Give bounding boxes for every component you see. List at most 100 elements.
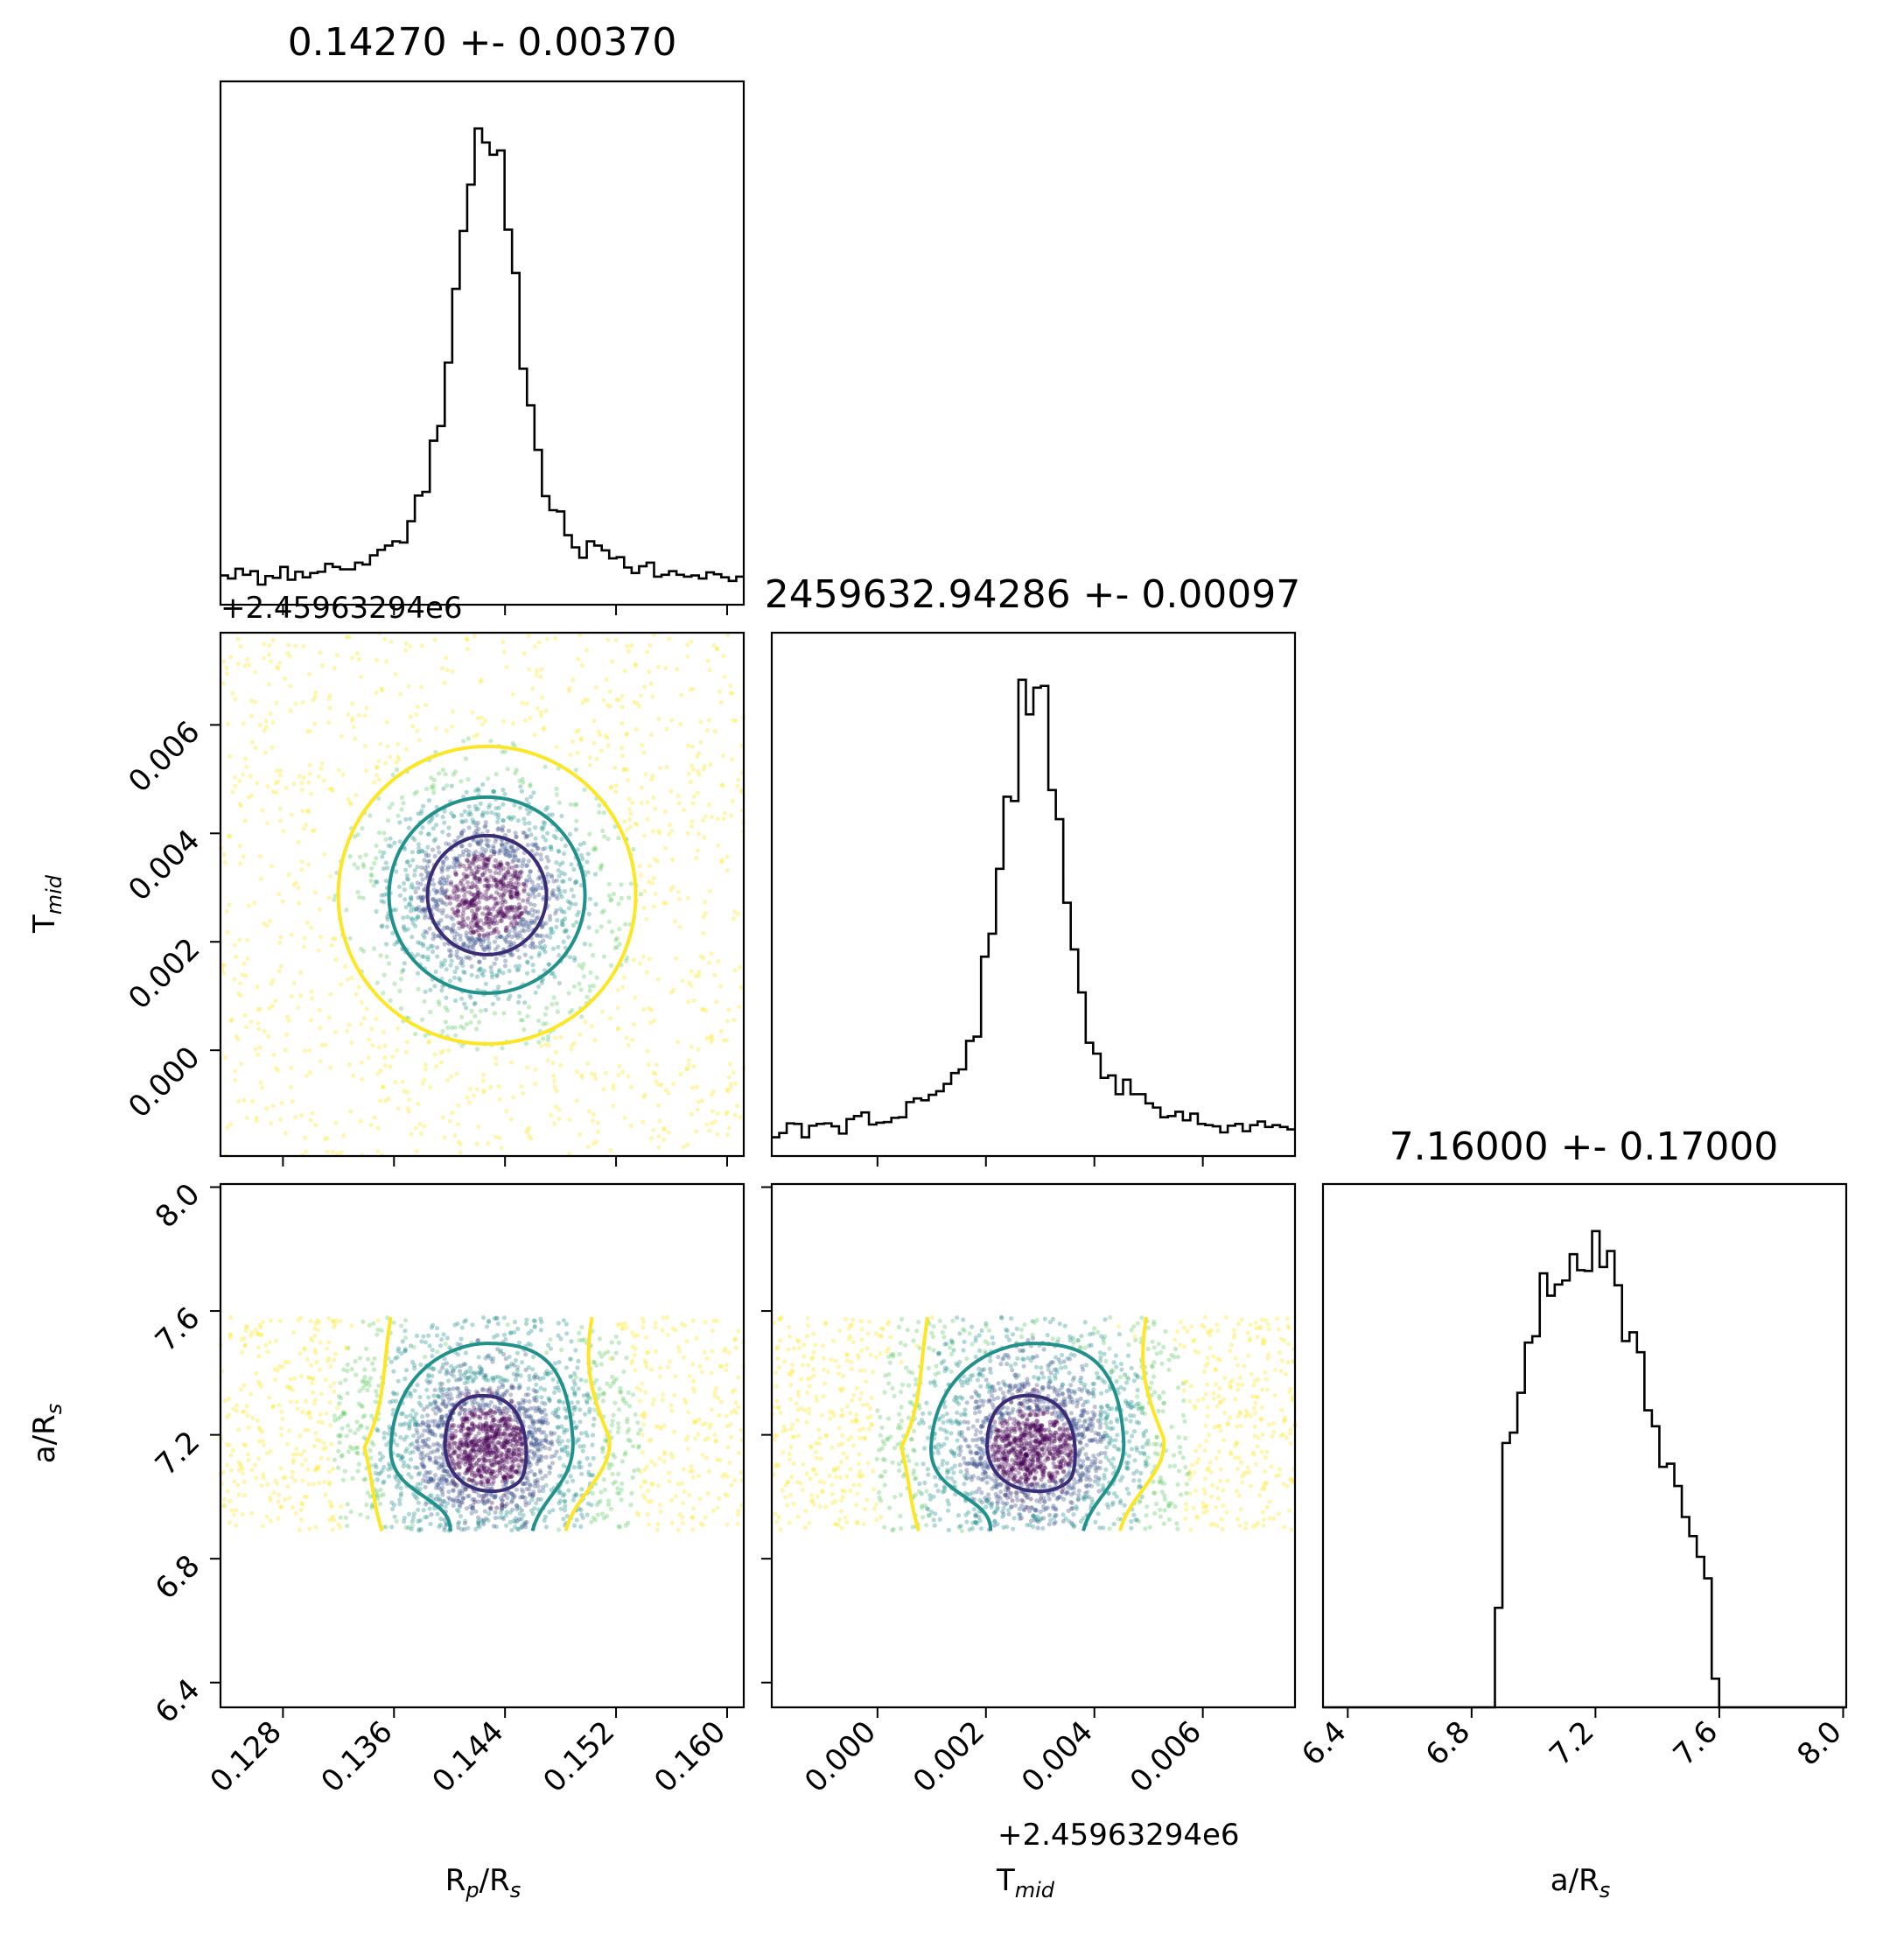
- scatter-point: [656, 716, 662, 722]
- scatter-point: [544, 934, 550, 939]
- scatter-point: [536, 640, 542, 645]
- scatter-point: [453, 1428, 458, 1433]
- scatter-point: [587, 762, 592, 768]
- scatter-point: [544, 865, 550, 870]
- scatter-point: [235, 636, 241, 641]
- scatter-point: [681, 1467, 686, 1472]
- scatter-point: [484, 1436, 489, 1441]
- scatter-point: [547, 1446, 552, 1452]
- scatter-point: [525, 960, 530, 965]
- scatter-point: [650, 1482, 655, 1488]
- scatter-point: [466, 890, 472, 895]
- scatter-point: [382, 1043, 388, 1048]
- scatter-point: [499, 878, 504, 883]
- scatter-point: [308, 1018, 314, 1023]
- scatter-point: [521, 1090, 526, 1096]
- scatter-point: [270, 720, 276, 725]
- scatter-point: [537, 944, 542, 949]
- scatter-point: [403, 1368, 410, 1373]
- scatter-point: [482, 1440, 487, 1446]
- scatter-point: [419, 684, 424, 690]
- scatter-point: [649, 1481, 654, 1486]
- scatter-point: [485, 829, 490, 834]
- scatter-point: [380, 1084, 385, 1090]
- scatter-point: [616, 1072, 621, 1078]
- scatter-point: [651, 875, 656, 880]
- scatter-point: [529, 1497, 535, 1503]
- scatter-point: [726, 1007, 732, 1013]
- scatter-point: [508, 815, 513, 820]
- scatter-point: [541, 938, 546, 943]
- scatter-point: [232, 774, 237, 780]
- scatter-point: [724, 1424, 730, 1429]
- scatter-point: [528, 877, 533, 882]
- scatter-point: [498, 879, 503, 885]
- scatter-point: [460, 1419, 466, 1424]
- scatter-point: [351, 1073, 356, 1078]
- scatter-point: [620, 1069, 626, 1075]
- scatter-point: [708, 1034, 713, 1040]
- scatter-point: [425, 956, 430, 962]
- scatter-point: [562, 1498, 567, 1503]
- scatter-point: [472, 1013, 478, 1019]
- scatter-point: [594, 1377, 599, 1383]
- scatter-point: [295, 1406, 300, 1412]
- scatter-point: [584, 994, 590, 999]
- scatter-point: [540, 924, 545, 929]
- scatter-point: [724, 1363, 730, 1368]
- scatter-point: [537, 1489, 542, 1494]
- scatter-point: [475, 786, 480, 792]
- scatter-point: [673, 1328, 678, 1333]
- scatter-point: [520, 700, 525, 705]
- scatter-point: [630, 800, 635, 806]
- scatter-point: [455, 885, 460, 890]
- scatter-point: [539, 945, 544, 950]
- scatter-point: [501, 1011, 507, 1016]
- scatter-point: [276, 1516, 281, 1521]
- scatter-point: [613, 789, 619, 795]
- scatter-point: [709, 1092, 714, 1097]
- scatter-point: [456, 1525, 461, 1531]
- scatter-point: [264, 1514, 270, 1519]
- scatter-point: [525, 923, 530, 928]
- scatter-point: [466, 935, 472, 941]
- scatter-point: [495, 913, 500, 918]
- scatter-point: [283, 1048, 288, 1053]
- scatter-point: [503, 928, 508, 933]
- scatter-point: [593, 1076, 598, 1082]
- scatter-point: [472, 883, 478, 888]
- scatter-point: [432, 984, 438, 989]
- scatter-point: [258, 854, 263, 859]
- scatter-point: [462, 1521, 468, 1526]
- scatter-point: [304, 1073, 309, 1078]
- scatter-point: [615, 1322, 620, 1328]
- scatter-point: [318, 1059, 323, 1064]
- scatter-point: [490, 1375, 495, 1380]
- scatter-point: [327, 1482, 332, 1487]
- scatter-point: [503, 928, 508, 934]
- scatter-point: [496, 1448, 501, 1454]
- scatter-point: [369, 873, 374, 879]
- scatter-point: [293, 1115, 298, 1120]
- scatter-point: [374, 765, 379, 770]
- scatter-point: [486, 838, 491, 844]
- scatter-point: [473, 1461, 479, 1467]
- scatter-point: [491, 930, 497, 935]
- scatter-point: [478, 879, 483, 885]
- scatter-point: [510, 853, 515, 858]
- scatter-point: [661, 1126, 666, 1132]
- scatter-point: [550, 1508, 556, 1513]
- scatter-point: [470, 1412, 475, 1418]
- scatter-point: [513, 913, 518, 918]
- scatter-point: [648, 732, 654, 738]
- scatter-point: [317, 1007, 322, 1013]
- scatter-point: [537, 1454, 542, 1459]
- scatter-point: [314, 1464, 319, 1469]
- scatter-point: [395, 741, 401, 747]
- scatter-point: [340, 1477, 346, 1482]
- scatter-point: [383, 760, 388, 766]
- scatter-point: [225, 929, 230, 935]
- scatter-point: [521, 857, 527, 863]
- scatter-point: [261, 1443, 267, 1448]
- scatter-point: [701, 1006, 706, 1012]
